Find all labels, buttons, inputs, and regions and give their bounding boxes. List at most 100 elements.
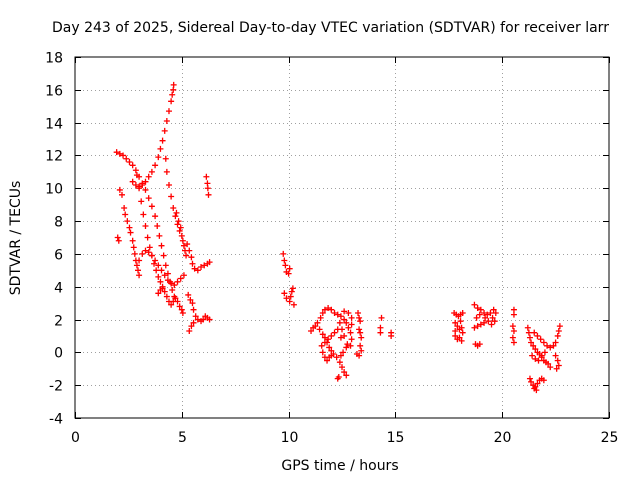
data-point — [139, 181, 146, 188]
chart-title: Day 243 of 2025, Sidereal Day-to-day VTE… — [52, 20, 609, 36]
data-point — [491, 318, 498, 325]
data-point — [334, 375, 341, 382]
x-tick-label: 15 — [387, 430, 405, 446]
data-point — [152, 162, 159, 169]
data-point — [345, 324, 352, 331]
data-point — [142, 247, 149, 254]
data-point — [201, 262, 208, 269]
data-point — [528, 378, 535, 385]
y-tick-label: 8 — [54, 215, 63, 231]
y-tick-label: 0 — [54, 346, 63, 362]
data-point — [477, 321, 484, 328]
data-point — [552, 339, 559, 346]
data-point — [482, 314, 489, 321]
data-point — [356, 314, 363, 321]
data-point — [341, 369, 348, 376]
y-tick-labels: -4 -2 0 2 4 6 8 10 12 14 16 18 — [45, 51, 63, 428]
data-point — [308, 328, 315, 335]
data-point — [458, 324, 465, 331]
data-point — [145, 249, 152, 256]
y-axis-label: SDTVAR / TECUs — [8, 181, 24, 296]
data-point — [168, 301, 175, 308]
series-track-F — [162, 155, 190, 259]
data-point — [474, 323, 481, 330]
data-point — [537, 336, 544, 343]
data-point — [547, 364, 554, 371]
data-point — [357, 318, 364, 325]
x-axis-label: GPS time / hours — [281, 458, 398, 474]
data-point — [190, 306, 197, 313]
data-point — [283, 295, 290, 302]
data-point — [532, 346, 539, 353]
data-point — [487, 309, 494, 316]
data-point — [553, 365, 560, 372]
data-point — [529, 352, 536, 359]
data-point — [154, 223, 161, 230]
data-point — [129, 162, 136, 169]
data-point — [324, 357, 331, 364]
y-tick-label: 10 — [45, 182, 63, 198]
data-point — [145, 173, 152, 180]
data-point — [288, 288, 295, 295]
data-point — [142, 178, 149, 185]
data-point — [153, 267, 160, 274]
data-point — [509, 334, 516, 341]
data-point — [540, 377, 547, 384]
data-point — [328, 352, 335, 359]
x-tick-label: 25 — [601, 430, 619, 446]
series-track-R — [509, 306, 517, 346]
data-point — [353, 351, 360, 358]
data-point — [148, 203, 155, 210]
data-point — [357, 329, 364, 336]
data-point — [172, 213, 179, 220]
data-point — [122, 211, 129, 218]
data-point — [170, 81, 177, 88]
data-point — [187, 296, 194, 303]
data-point — [314, 319, 321, 326]
data-point — [556, 323, 563, 330]
data-point — [341, 308, 348, 315]
data-point — [161, 127, 168, 134]
data-point — [481, 309, 488, 316]
data-point — [321, 339, 328, 346]
data-point — [457, 318, 464, 325]
data-point — [534, 380, 541, 387]
data-point — [192, 313, 199, 320]
y-tick-label: -2 — [49, 379, 63, 395]
data-point — [142, 186, 149, 193]
data-point — [526, 334, 533, 341]
data-point — [133, 262, 140, 269]
data-point — [180, 242, 187, 249]
data-point — [116, 186, 123, 193]
data-point — [471, 301, 478, 308]
data-point — [130, 244, 137, 251]
data-point — [188, 323, 195, 330]
data-point — [156, 232, 163, 239]
data-point — [341, 316, 348, 323]
data-point — [524, 324, 531, 331]
data-point — [525, 329, 532, 336]
data-point — [126, 224, 133, 231]
data-point — [168, 193, 175, 200]
data-point — [290, 301, 297, 308]
data-point — [148, 168, 155, 175]
data-point — [289, 285, 296, 292]
data-point — [458, 337, 465, 344]
data-point — [339, 364, 345, 371]
data-point — [489, 314, 496, 321]
data-point — [138, 198, 145, 205]
data-point — [152, 213, 159, 220]
data-point — [178, 232, 185, 239]
data-point — [131, 250, 138, 257]
data-point — [178, 306, 185, 313]
data-point — [550, 342, 557, 349]
data-point — [171, 282, 178, 289]
series-track-H — [185, 291, 213, 335]
series-track-B — [114, 186, 143, 279]
data-point — [157, 145, 164, 152]
data-point — [473, 314, 480, 321]
data-point — [510, 339, 517, 346]
data-point — [526, 375, 533, 382]
series-track-T — [531, 323, 563, 372]
series-track-L — [317, 305, 355, 349]
